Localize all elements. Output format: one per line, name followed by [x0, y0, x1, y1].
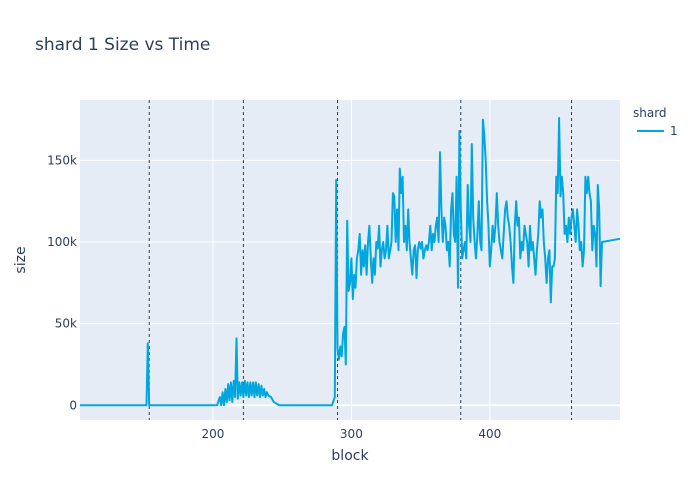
legend-title: shard [633, 106, 667, 120]
series-layer [80, 117, 621, 407]
x-axis-label: block [331, 448, 369, 464]
series-line-1[interactable] [80, 117, 621, 407]
y-axis-label: size [13, 246, 29, 273]
x-axis: 200 300 400 [201, 427, 501, 441]
y-axis: 0 50k 100k 150k [47, 153, 77, 412]
y-tick-label: 0 [69, 398, 77, 412]
chart-title: shard 1 Size vs Time [35, 35, 210, 55]
legend-item-1[interactable]: 1 [670, 124, 678, 138]
y-tick-label: 50k [55, 317, 77, 331]
x-tick-label: 400 [478, 427, 501, 441]
y-tick-label: 100k [47, 235, 77, 249]
y-tick-label: 150k [47, 153, 77, 167]
legend[interactable]: shard 1 [633, 106, 678, 138]
x-tick-label: 300 [340, 427, 363, 441]
plot-area[interactable] [80, 100, 620, 420]
x-tick-label: 200 [201, 427, 224, 441]
